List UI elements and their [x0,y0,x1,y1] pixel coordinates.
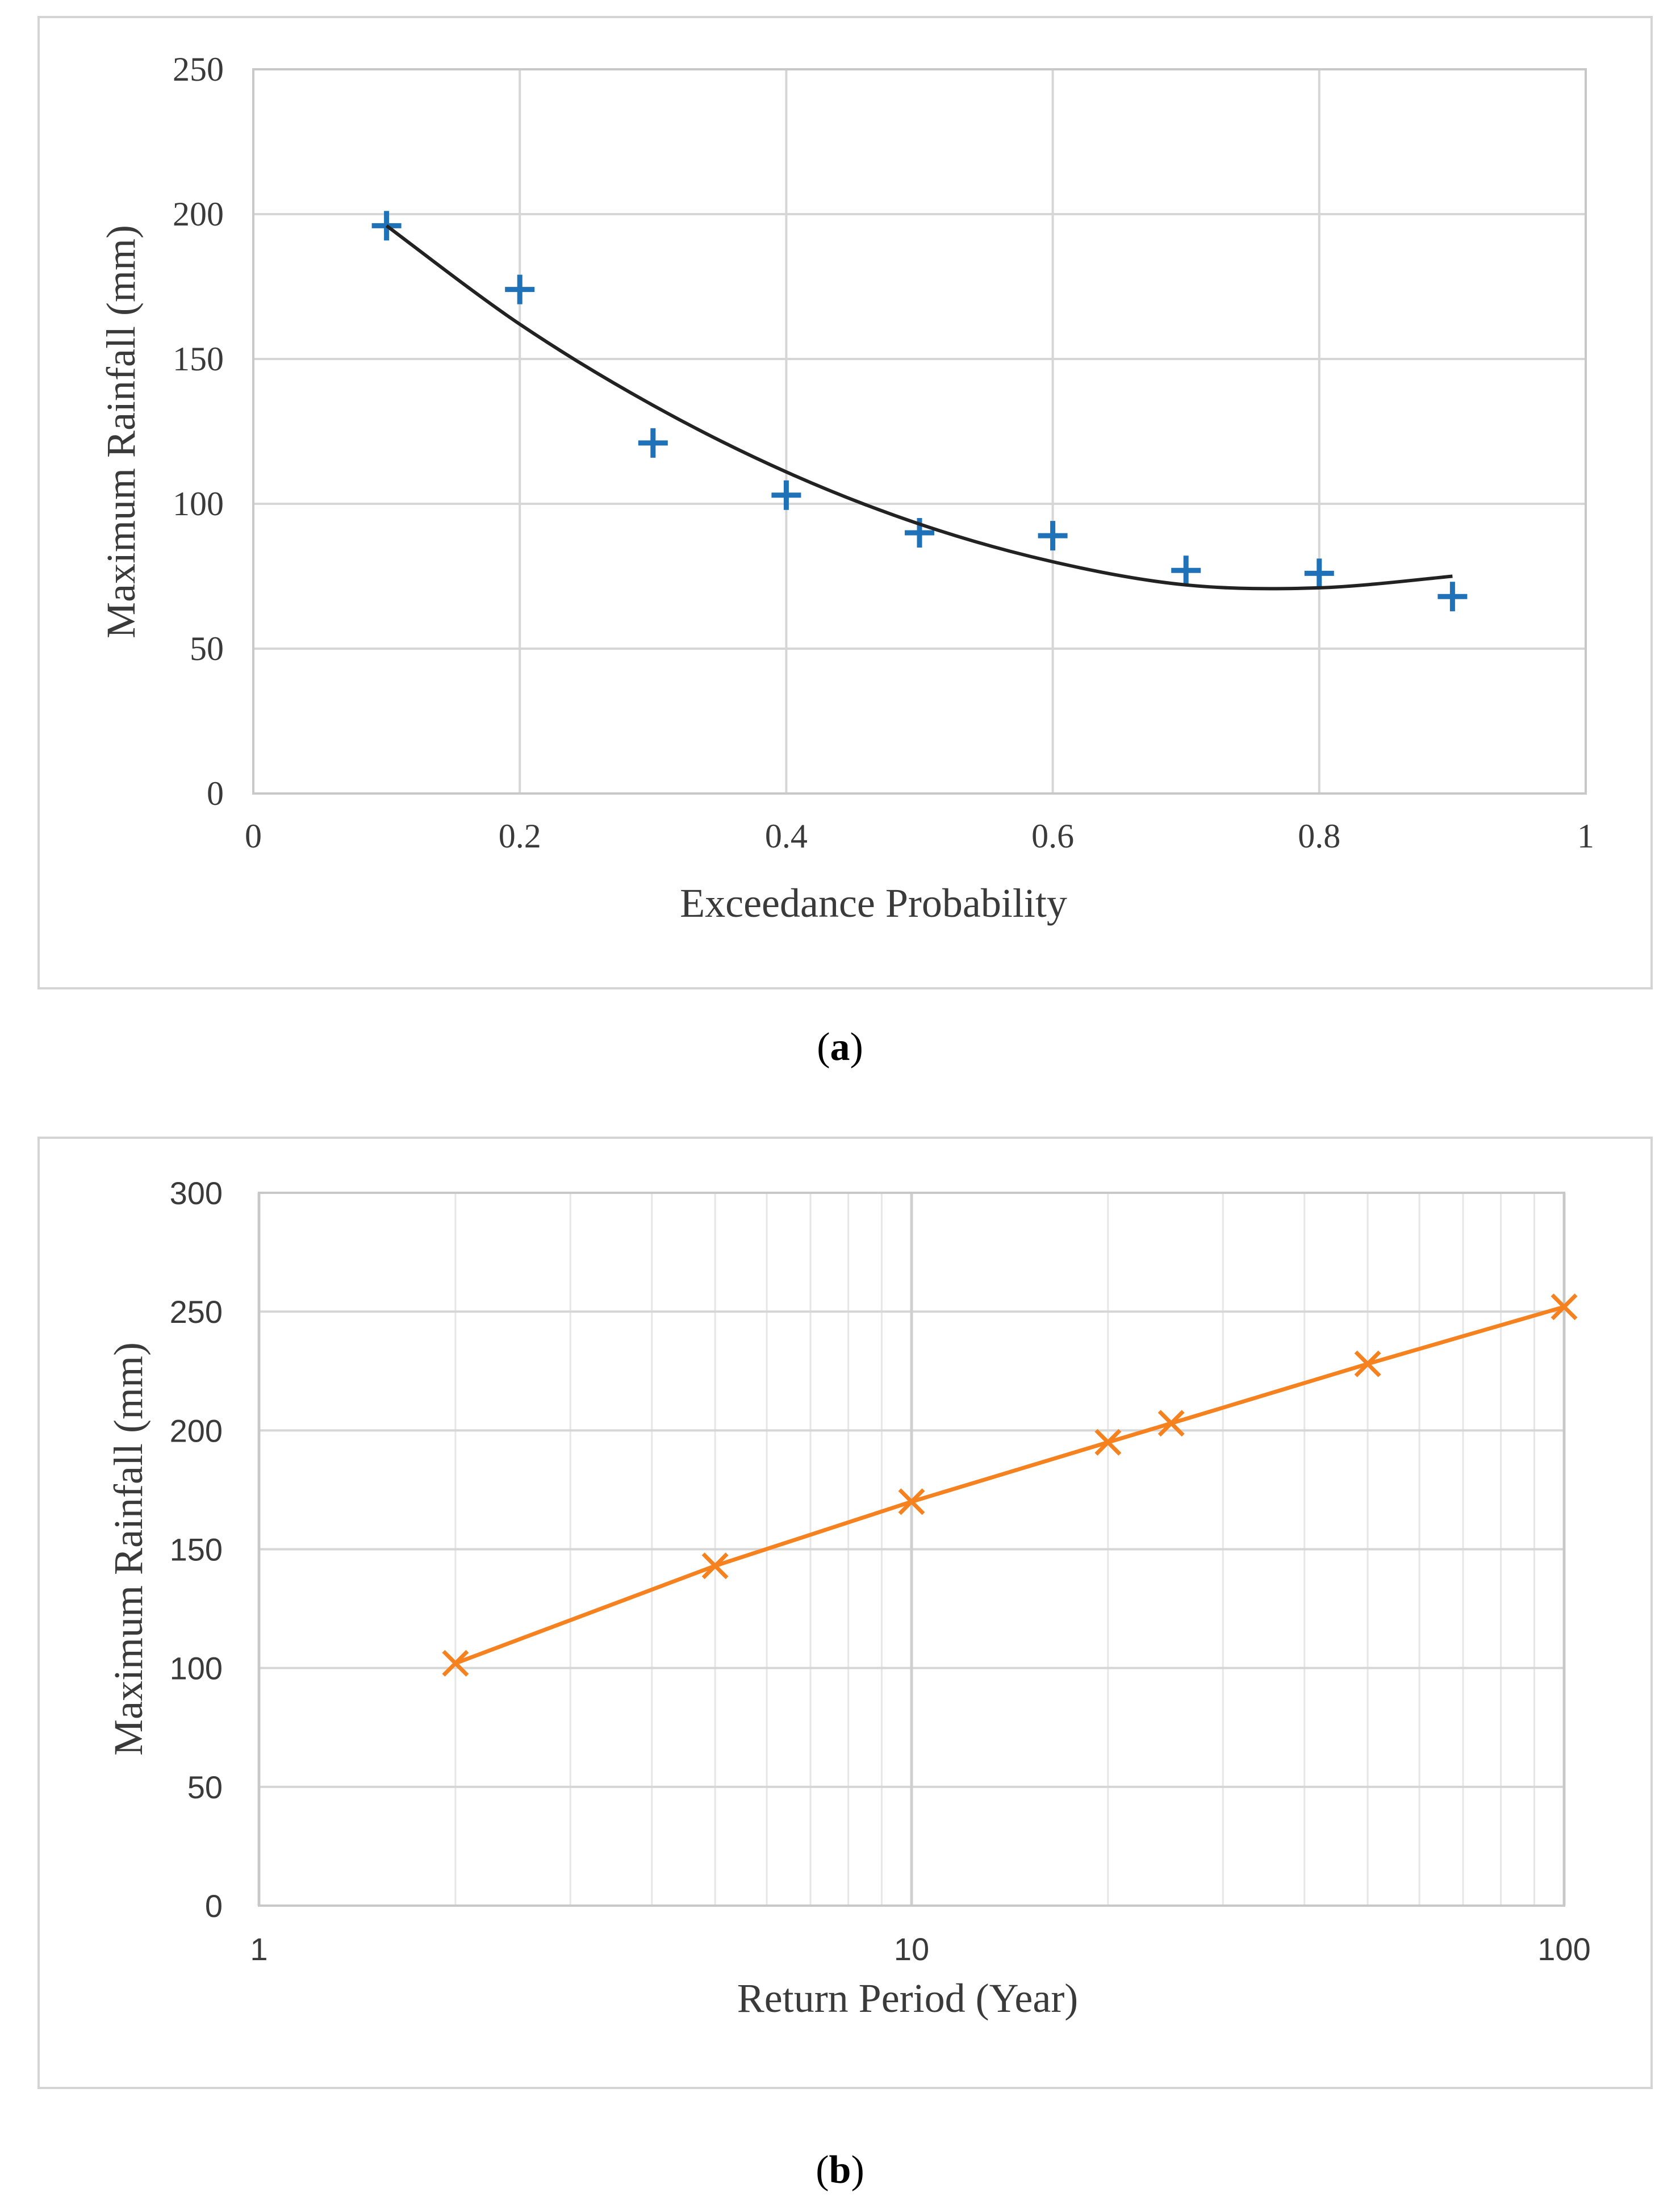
chart-b-data-point [1094,1429,1122,1456]
chart-a-observed-point [505,274,535,304]
caption-b-letter: b [829,2148,851,2192]
chart-a-y-tick-label: 250 [173,51,224,88]
chart-a-observed-point [771,480,801,510]
chart-b-series [442,1293,1578,1677]
chart-b-y-tick-label: 0 [205,1888,223,1924]
chart-b-data-point [701,1552,729,1580]
chart-b-x-axis-title: Return Period (Year) [737,1976,1079,2021]
caption-a: (a) [817,1025,863,1069]
chart-a-x-tick-label: 0.2 [499,817,541,855]
chart-b-y-tick-label: 300 [170,1175,223,1211]
chart-b-x-tick-label: 100 [1537,1931,1590,1967]
chart-a-x-tick-label: 0 [245,817,262,855]
chart-a: 0 50 100 150 200 250 0 0.2 0.4 0.6 0.8 1 Exceedanc… [37,16,1653,989]
chart-a-observed-point [1437,582,1468,612]
chart-a-observed-point [1171,556,1201,586]
chart-a-x-tick-label: 0.8 [1298,817,1340,855]
chart-a-y-tick-label: 0 [207,775,224,812]
chart-a-x-tick-label: 1 [1577,817,1594,855]
chart-b-x-tick-label: 1 [250,1931,268,1967]
chart-b-frame [37,1137,1653,2089]
chart-b-y-axis-title: Maximum Rainfall (mm) [106,1342,151,1756]
chart-a-y-tick-label: 50 [190,630,224,667]
chart-a-x-tick-labels: 0 0.2 0.4 0.6 0.8 1 [245,817,1594,855]
chart-b-y-tick-label: 250 [170,1294,223,1330]
chart-b-y-tick-label: 200 [170,1413,223,1448]
chart-b-x-tick-labels: 1 10 100 [250,1931,1590,1967]
chart-b-data-point [898,1488,925,1515]
chart-b-y-tick-label: 100 [170,1651,223,1686]
chart-a-fitted-curve [385,224,1453,591]
chart-b-y-tick-label: 150 [170,1532,223,1568]
chart-b-y-tick-label: 50 [187,1769,223,1805]
chart-b-gridlines [257,1192,1566,1907]
chart-a-series [371,211,1468,612]
chart-a-observed-point [1038,521,1068,551]
chart-b-y-tick-labels: 0 50 100 150 200 250 300 [170,1175,223,1924]
chart-a-y-tick-labels: 0 50 100 150 200 250 [173,51,224,812]
chart-b-data-point [1551,1293,1578,1321]
caption-b: (b) [816,2148,864,2192]
chart-a-y-tick-label: 200 [173,195,224,233]
chart-b-data-point [1354,1350,1381,1377]
chart-b: 0 50 100 150 200 250 300 1 10 100 Return Period … [37,1137,1653,2089]
chart-b-data-point [1157,1410,1185,1437]
chart-a-y-tick-label: 150 [173,340,224,378]
chart-a-x-axis-title: Exceedance Probability [680,880,1067,926]
chart-b-data-point [442,1649,469,1677]
chart-b-x-tick-label: 10 [894,1931,929,1967]
caption-a-letter: a [830,1025,850,1069]
chart-a-x-tick-label: 0.6 [1031,817,1074,855]
chart-a-plot-area [252,68,1587,795]
chart-a-y-axis-title: Maximum Rainfall (mm) [98,225,144,638]
chart-a-x-tick-label: 0.4 [765,817,808,855]
chart-b-plot-area [258,1192,1565,1907]
chart-a-y-tick-label: 100 [173,485,224,523]
chart-a-observed-point [638,428,668,458]
chart-a-observed-point [1304,558,1334,588]
